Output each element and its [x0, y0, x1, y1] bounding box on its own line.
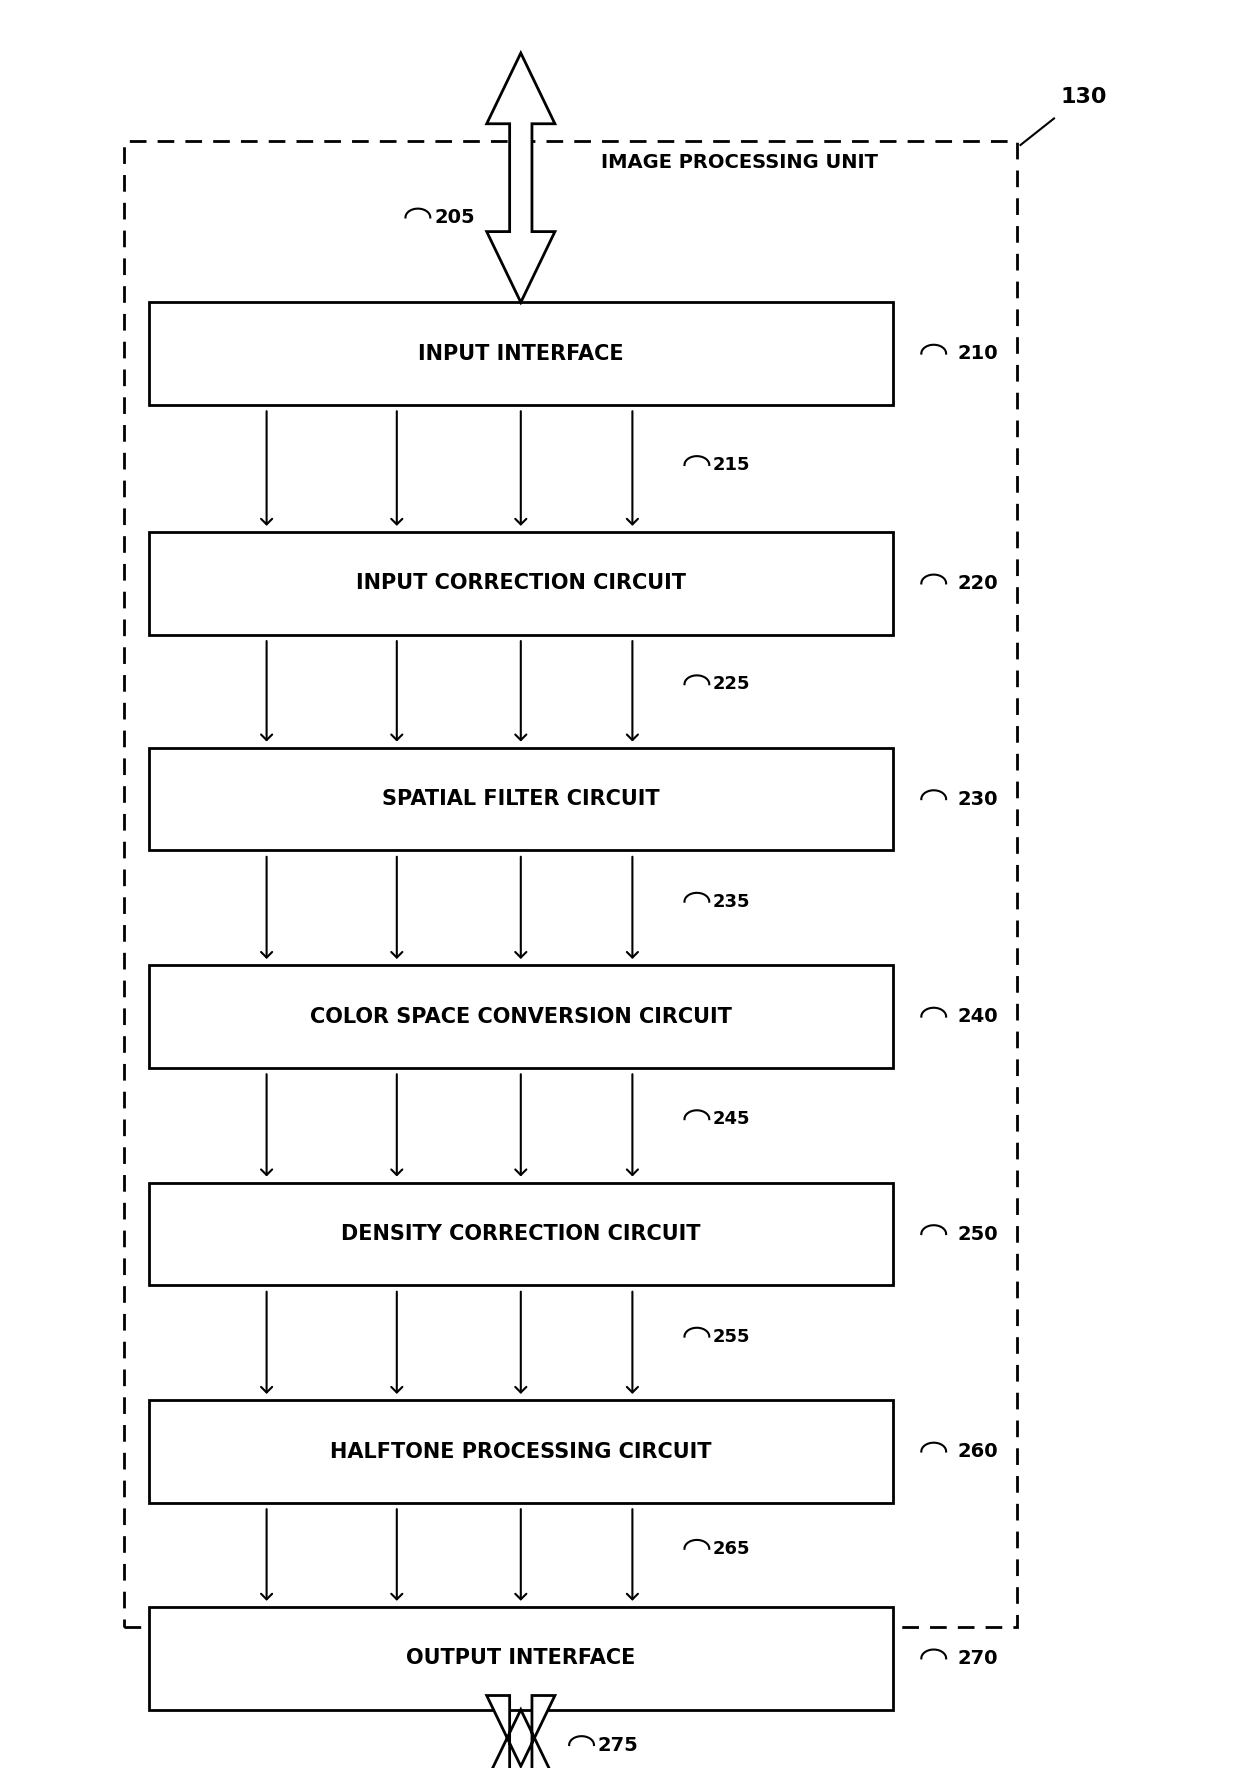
Text: DENSITY CORRECTION CIRCUIT: DENSITY CORRECTION CIRCUIT	[341, 1223, 701, 1245]
Text: INPUT CORRECTION CIRCUIT: INPUT CORRECTION CIRCUIT	[356, 573, 686, 594]
Bar	[149, 1183, 893, 1285]
Text: COLOR SPACE CONVERSION CIRCUIT: COLOR SPACE CONVERSION CIRCUIT	[310, 1006, 732, 1027]
Text: 235: 235	[713, 893, 750, 911]
Bar	[149, 965, 893, 1068]
Text: IMAGE PROCESSING UNIT: IMAGE PROCESSING UNIT	[601, 154, 878, 171]
Text: 205: 205	[434, 209, 475, 226]
Text: INPUT INTERFACE: INPUT INTERFACE	[418, 343, 624, 364]
Text: 215: 215	[713, 456, 750, 474]
Polygon shape	[486, 53, 556, 302]
Text: 275: 275	[598, 1736, 639, 1754]
Bar	[124, 141, 1017, 1627]
Text: OUTPUT INTERFACE: OUTPUT INTERFACE	[407, 1648, 635, 1669]
Text: 250: 250	[957, 1225, 998, 1243]
Text: 245: 245	[713, 1110, 750, 1128]
Bar	[149, 1400, 893, 1503]
Text: 210: 210	[957, 345, 998, 362]
Text: HALFTONE PROCESSING CIRCUIT: HALFTONE PROCESSING CIRCUIT	[330, 1441, 712, 1462]
Polygon shape	[486, 1696, 556, 1768]
Bar	[149, 532, 893, 635]
Text: 240: 240	[957, 1008, 998, 1025]
Text: 130: 130	[1060, 87, 1107, 108]
Bar	[149, 748, 893, 850]
Text: 230: 230	[957, 790, 998, 808]
Text: 220: 220	[957, 575, 998, 592]
Text: 265: 265	[713, 1540, 750, 1558]
Text: SPATIAL FILTER CIRCUIT: SPATIAL FILTER CIRCUIT	[382, 789, 660, 810]
Text: 270: 270	[957, 1650, 998, 1667]
Bar	[149, 302, 893, 405]
Text: 260: 260	[957, 1443, 998, 1460]
Text: 225: 225	[713, 675, 750, 693]
Text: 255: 255	[713, 1328, 750, 1345]
Bar	[149, 1607, 893, 1710]
